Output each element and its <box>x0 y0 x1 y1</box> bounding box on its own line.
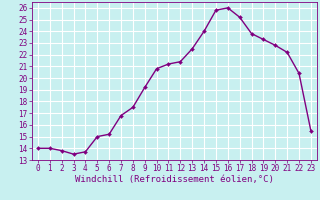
X-axis label: Windchill (Refroidissement éolien,°C): Windchill (Refroidissement éolien,°C) <box>75 175 274 184</box>
